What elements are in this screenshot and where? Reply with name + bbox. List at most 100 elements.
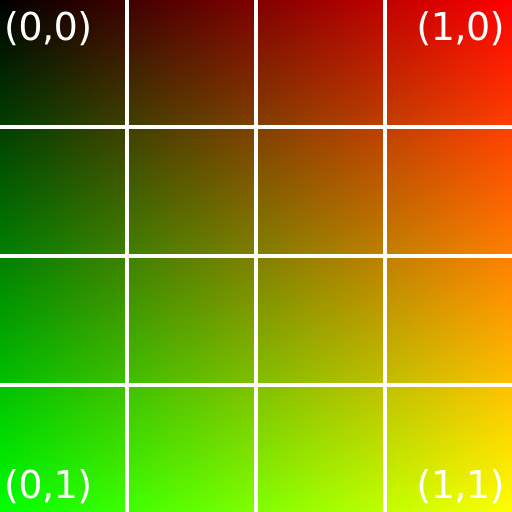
- tile-strip: [199, 129, 208, 254]
- tile-strip: [258, 258, 267, 383]
- tile-strip: [93, 387, 103, 512]
- tile-strip: [117, 129, 125, 254]
- tile-strip: [297, 0, 306, 125]
- tile-strip: [46, 129, 56, 254]
- tile-strip: [504, 387, 512, 512]
- tile-strip: [336, 0, 345, 125]
- tile-strip: [78, 0, 87, 125]
- tile-strip: [54, 129, 64, 254]
- tile-strip: [39, 129, 48, 254]
- tile-strip: [336, 129, 345, 254]
- tile-strip: [15, 0, 25, 125]
- tile-strip: [402, 387, 412, 512]
- tile-strip: [222, 0, 232, 125]
- tile-strip: [31, 387, 40, 512]
- tile-strip: [281, 258, 290, 383]
- tile-strip: [273, 258, 283, 383]
- tile-strip: [457, 387, 466, 512]
- tile-strip: [297, 129, 306, 254]
- tile-strip: [281, 387, 290, 512]
- tile-strip: [23, 387, 32, 512]
- tile-strip: [343, 0, 353, 125]
- tile-strip: [359, 258, 368, 383]
- grid-tile: [0, 387, 125, 512]
- grid-tile: [129, 129, 254, 254]
- tile-strip: [238, 258, 247, 383]
- tile-strip: [246, 0, 254, 125]
- tile-strip: [117, 258, 125, 383]
- tile-strip: [480, 129, 490, 254]
- tile-strip: [304, 0, 314, 125]
- tile-strip: [312, 0, 322, 125]
- tile-strip: [222, 258, 232, 383]
- tile-strip: [152, 387, 161, 512]
- tile-strip: [23, 0, 32, 125]
- tile-strip: [472, 0, 482, 125]
- tile-strip: [238, 0, 247, 125]
- tile-strip: [144, 0, 154, 125]
- tile-strip: [387, 0, 396, 125]
- tile-strip: [496, 258, 505, 383]
- tile-strip: [109, 387, 118, 512]
- tile-strip: [207, 0, 216, 125]
- tile-strip: [433, 129, 443, 254]
- tile-strip: [54, 387, 64, 512]
- tile-strip: [199, 0, 208, 125]
- tile-strip: [85, 129, 95, 254]
- tile-strip: [168, 258, 177, 383]
- tile-strip: [39, 387, 48, 512]
- tile-strip: [304, 129, 314, 254]
- tile-strip: [15, 387, 25, 512]
- tile-strip: [480, 0, 490, 125]
- tile-strip: [375, 258, 383, 383]
- tile-strip: [152, 0, 161, 125]
- tile-strip: [426, 387, 435, 512]
- tile-strip: [265, 258, 275, 383]
- tile-strip: [246, 258, 254, 383]
- tile-strip: [375, 387, 383, 512]
- tile-strip: [367, 387, 376, 512]
- tile-strip: [144, 387, 154, 512]
- tile-strip: [304, 258, 314, 383]
- tile-strip: [351, 387, 361, 512]
- tile-strip: [175, 258, 185, 383]
- tile-strip: [312, 129, 322, 254]
- grid-tile: [129, 0, 254, 125]
- tile-strip: [168, 0, 177, 125]
- tile-strip: [265, 129, 275, 254]
- grid-tile: [387, 129, 512, 254]
- tile-strip: [351, 129, 361, 254]
- tile-strip: [433, 258, 443, 383]
- tile-strip: [109, 258, 118, 383]
- tile-strip: [320, 0, 329, 125]
- tile-strip: [39, 258, 48, 383]
- label-bottom-right: (1,1): [416, 463, 504, 507]
- tile-strip: [488, 258, 497, 383]
- tile-strip: [160, 0, 169, 125]
- tile-strip: [246, 387, 254, 512]
- tile-strip: [191, 129, 200, 254]
- tile-strip: [70, 0, 79, 125]
- tile-strip: [351, 258, 361, 383]
- tile-strip: [191, 0, 200, 125]
- tile-strip: [31, 129, 40, 254]
- label-top-left: (0,0): [4, 5, 92, 49]
- tile-strip: [78, 387, 87, 512]
- tile-strip: [418, 387, 427, 512]
- tile-strip: [410, 129, 419, 254]
- tile-strip: [0, 0, 9, 125]
- tile-strip: [7, 258, 17, 383]
- tile-strip: [265, 0, 275, 125]
- grid-tile: [0, 258, 125, 383]
- tile-strip: [144, 258, 154, 383]
- tile-strip: [136, 0, 146, 125]
- tile-strip: [230, 258, 239, 383]
- tile-strip: [441, 258, 451, 383]
- tile-strip: [449, 129, 458, 254]
- tile-strip: [328, 0, 337, 125]
- tile-strip: [199, 258, 208, 383]
- tile-strip: [160, 258, 169, 383]
- tile-strip: [472, 387, 482, 512]
- tile-strip: [496, 387, 505, 512]
